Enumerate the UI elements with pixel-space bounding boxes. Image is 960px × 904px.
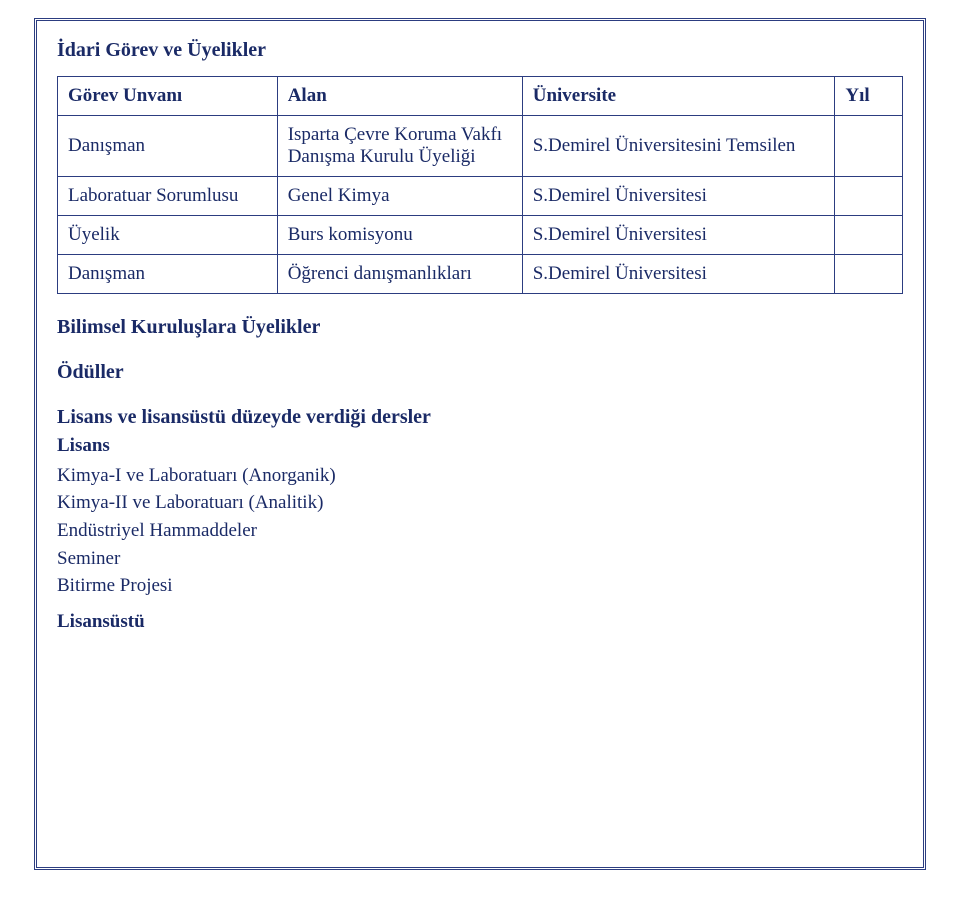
section-title: İdari Görev ve Üyelikler bbox=[57, 39, 903, 62]
table-cell: S.Demirel Üniversitesi bbox=[522, 255, 835, 294]
table-cell: Öğrenci danışmanlıkları bbox=[277, 255, 522, 294]
table-cell: Genel Kimya bbox=[277, 177, 522, 216]
table-cell: Isparta Çevre Koruma Vakfı Danışma Kurul… bbox=[277, 116, 522, 177]
duties-table: Görev Unvanı Alan Üniversite Yıl Danışma… bbox=[57, 76, 903, 294]
subheading-lisansustu: Lisansüstü bbox=[57, 609, 903, 635]
table-header: Alan bbox=[277, 77, 522, 116]
course-item: Seminer bbox=[57, 546, 903, 572]
subheading-awards: Ödüller bbox=[57, 361, 903, 384]
table-row: Danışman Isparta Çevre Koruma Vakfı Danı… bbox=[58, 116, 903, 177]
table-row: Üyelik Burs komisyonu S.Demirel Üniversi… bbox=[58, 216, 903, 255]
table-header: Üniversite bbox=[522, 77, 835, 116]
table-cell bbox=[835, 216, 903, 255]
table-cell: Laboratuar Sorumlusu bbox=[58, 177, 278, 216]
table-cell bbox=[835, 177, 903, 216]
course-item: Kimya-II ve Laboratuarı (Analitik) bbox=[57, 490, 903, 516]
table-cell: Danışman bbox=[58, 116, 278, 177]
table-cell: S.Demirel Üniversitesi bbox=[522, 216, 835, 255]
table-cell: Danışman bbox=[58, 255, 278, 294]
table-cell: Burs komisyonu bbox=[277, 216, 522, 255]
table-cell: S.Demirel Üniversitesi bbox=[522, 177, 835, 216]
course-list: Kimya-I ve Laboratuarı (Anorganik) Kimya… bbox=[57, 463, 903, 599]
course-item: Endüstriyel Hammaddeler bbox=[57, 518, 903, 544]
subheading-courses: Lisans ve lisansüstü düzeyde verdiği der… bbox=[57, 406, 903, 429]
table-cell bbox=[835, 255, 903, 294]
table-row: Danışman Öğrenci danışmanlıkları S.Demir… bbox=[58, 255, 903, 294]
course-item: Bitirme Projesi bbox=[57, 573, 903, 599]
table-cell bbox=[835, 116, 903, 177]
course-item: Kimya-I ve Laboratuarı (Anorganik) bbox=[57, 463, 903, 489]
subheading-memberships: Bilimsel Kuruluşlara Üyelikler bbox=[57, 316, 903, 339]
subheading-lisans: Lisans bbox=[57, 433, 903, 459]
page-frame: İdari Görev ve Üyelikler Görev Unvanı Al… bbox=[34, 18, 926, 870]
table-header-row: Görev Unvanı Alan Üniversite Yıl bbox=[58, 77, 903, 116]
table-cell: S.Demirel Üniversitesini Temsilen bbox=[522, 116, 835, 177]
table-row: Laboratuar Sorumlusu Genel Kimya S.Demir… bbox=[58, 177, 903, 216]
table-cell: Üyelik bbox=[58, 216, 278, 255]
table-header: Yıl bbox=[835, 77, 903, 116]
table-header: Görev Unvanı bbox=[58, 77, 278, 116]
